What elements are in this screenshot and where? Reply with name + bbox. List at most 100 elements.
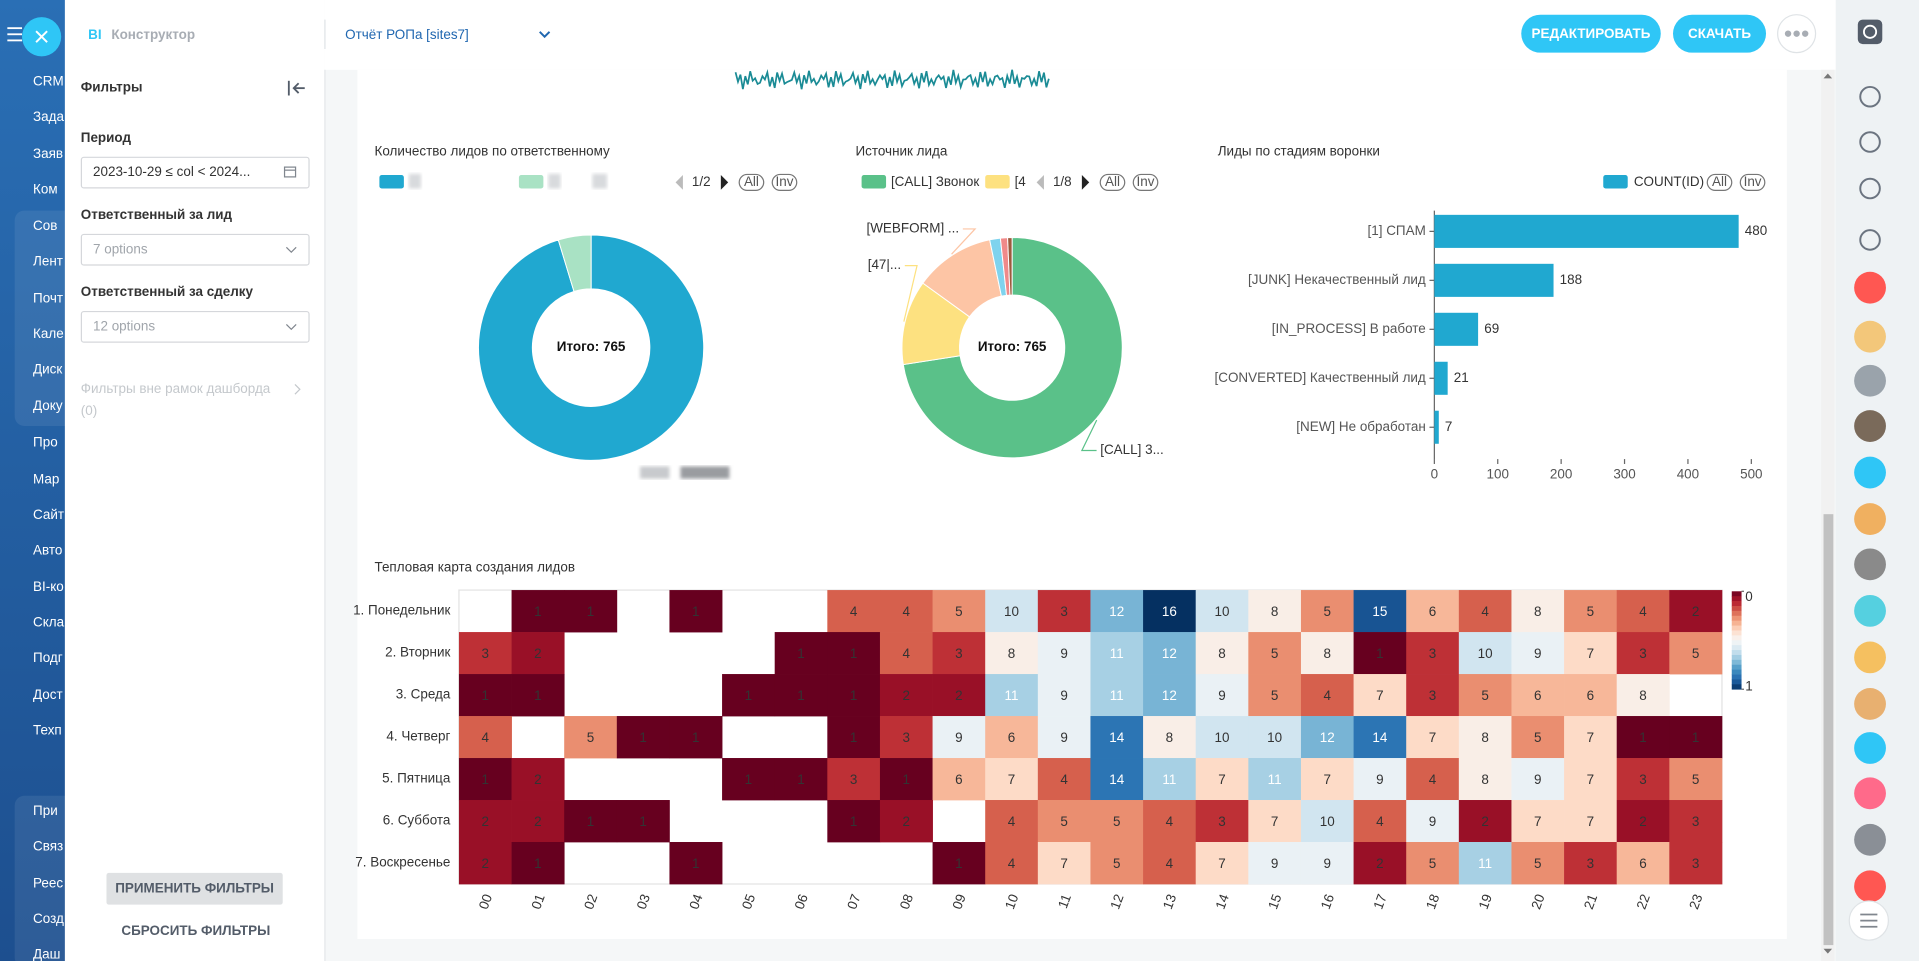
sidebar-icon[interactable] (1854, 594, 1886, 627)
pager-next[interactable] (1081, 175, 1090, 190)
help-icon[interactable] (1857, 19, 1883, 45)
sidebar-icon[interactable] (1859, 229, 1881, 251)
heatmap-cell (1353, 716, 1407, 759)
legend-swatch[interactable] (1603, 175, 1628, 189)
select-input[interactable] (80, 233, 310, 266)
column-label: 02 (581, 892, 600, 911)
sidebar-icon[interactable] (1854, 823, 1886, 856)
sidebar-icon[interactable] (1854, 641, 1886, 674)
legend-button-label[interactable]: All (1712, 174, 1727, 189)
nav-item[interactable]: CRM (33, 74, 64, 89)
nav-item[interactable]: Про (33, 435, 58, 450)
nav-item[interactable]: Заяв (33, 146, 63, 161)
legend-swatch[interactable] (379, 175, 404, 189)
nav-item[interactable]: Скла (33, 615, 65, 630)
collapse-icon[interactable] (287, 80, 305, 96)
legend-button[interactable] (1739, 173, 1766, 191)
legend-swatch[interactable] (861, 175, 887, 189)
legend-button[interactable] (1706, 173, 1733, 191)
cell-label: 7 (1324, 772, 1331, 787)
y-tick-label: [JUNK] Некачественный лид (1248, 272, 1426, 287)
nav-item[interactable]: Даш (33, 946, 60, 961)
legend-label[interactable]: [4 (1015, 174, 1027, 189)
nav-item[interactable]: Дост (33, 687, 63, 702)
legend-button-label[interactable]: Inv (1744, 174, 1762, 189)
sidebar-icon[interactable] (1854, 870, 1886, 903)
legend-label[interactable]: [CALL] Звонок (891, 174, 979, 189)
pager-prev[interactable] (675, 175, 683, 190)
scrollbar-thumb[interactable] (1823, 514, 1834, 946)
edit-button[interactable] (1521, 14, 1661, 53)
legend-button[interactable] (1132, 173, 1159, 191)
nav-item[interactable]: Мар (33, 471, 59, 486)
legend-button-label[interactable]: Inv (1137, 174, 1155, 189)
nav-item[interactable]: Почт (33, 290, 63, 305)
column-label: 21 (1581, 892, 1600, 911)
outside-filters-title[interactable]: Фильтры вне рамок дашборда (81, 381, 271, 396)
sidebar-icon[interactable] (1859, 85, 1881, 108)
period-input[interactable] (80, 156, 310, 189)
legend-button-label[interactable]: All (744, 174, 759, 189)
apply-button-label[interactable]: ПРИМЕНИТЬ ФИЛЬТРЫ (115, 880, 274, 895)
nav-item[interactable]: Подг (33, 650, 63, 665)
sidebar-icon[interactable] (1854, 456, 1886, 489)
sidebar-icon[interactable] (1854, 777, 1886, 810)
column-label: 16 (1318, 892, 1337, 911)
bar (1434, 361, 1448, 395)
sidebar-icon[interactable] (1854, 732, 1886, 764)
download-button-label[interactable]: СКАЧАТЬ (1688, 26, 1751, 41)
nav-item[interactable]: Лент (33, 254, 63, 269)
legend-button-label[interactable]: Inv (776, 174, 794, 189)
legend-button-label[interactable]: All (1105, 174, 1120, 189)
nav-item[interactable]: Авто (33, 542, 62, 557)
sidebar-icon[interactable] (1859, 131, 1881, 153)
nav-item[interactable]: Сайт (33, 507, 64, 522)
title-chevron[interactable] (539, 31, 551, 39)
scroll-down[interactable] (1823, 948, 1833, 954)
column-label: 00 (476, 892, 495, 911)
leader-line (903, 265, 918, 322)
nav-item[interactable]: Созд (33, 911, 64, 926)
nav-item[interactable]: Техп (33, 722, 62, 737)
sidebar-icon[interactable] (1854, 503, 1886, 535)
heatmap-cell (1037, 758, 1091, 801)
outside-chevron[interactable] (294, 383, 301, 395)
reset-button[interactable]: СБРОСИТЬ ФИЛЬТРЫ (121, 923, 270, 938)
select-value[interactable]: 12 options (93, 318, 155, 333)
column-label: 23 (1686, 892, 1705, 911)
legend-button[interactable] (738, 173, 765, 191)
sidebar-icon[interactable] (1854, 271, 1886, 304)
period-value[interactable]: 2023-10-29 ≤ col < 2024... (93, 164, 250, 179)
select-input[interactable] (80, 310, 310, 343)
sidebar-icon[interactable] (1854, 688, 1886, 720)
nav-item[interactable]: BI-ко (33, 579, 64, 594)
legend-swatch[interactable] (985, 175, 1010, 189)
scroll-up[interactable] (1823, 73, 1833, 79)
nav-item[interactable]: Связ (33, 839, 63, 854)
pager-next[interactable] (720, 175, 729, 190)
apply-button[interactable] (106, 872, 283, 905)
nav-item[interactable]: Кале (33, 326, 64, 341)
sidebar-icon[interactable] (1854, 410, 1886, 442)
legend-button[interactable] (1099, 173, 1126, 191)
sidebar-icon[interactable] (1854, 320, 1886, 353)
sidebar-icon[interactable] (1854, 548, 1886, 581)
nav-item[interactable]: Ком (33, 181, 58, 196)
report-title[interactable]: Отчёт РОПа [sites7] (345, 27, 469, 42)
nav-item[interactable]: При (33, 803, 58, 818)
sidebar-icon[interactable] (1859, 177, 1881, 200)
colorbar-step (1731, 630, 1742, 636)
sidebar-icon[interactable] (1854, 364, 1886, 397)
nav-item[interactable]: Реес (33, 875, 63, 890)
nav-item[interactable]: Сов (33, 218, 57, 233)
download-button[interactable] (1673, 14, 1767, 53)
legend-swatch[interactable] (518, 175, 544, 189)
edit-button-label[interactable]: РЕДАКТИРОВАТЬ (1532, 26, 1651, 41)
select-value[interactable]: 7 options (93, 241, 148, 256)
nav-item[interactable]: Зада (33, 109, 64, 124)
pager-prev[interactable] (1036, 175, 1044, 190)
nav-item[interactable]: Диск (33, 361, 62, 376)
nav-item[interactable]: Доку (33, 398, 63, 413)
legend-label[interactable]: COUNT(ID) (1634, 174, 1704, 189)
legend-button[interactable] (771, 173, 798, 191)
